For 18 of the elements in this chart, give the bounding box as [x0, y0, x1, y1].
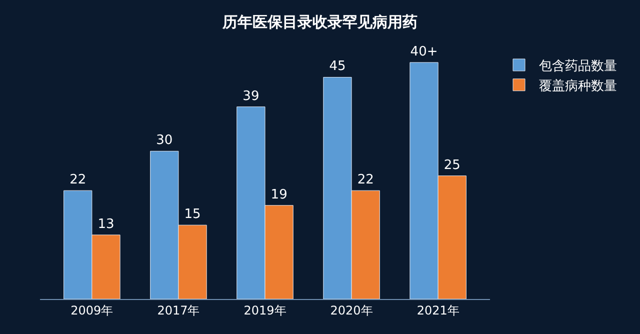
- data-label: 40+: [410, 44, 438, 60]
- data-label: 22: [357, 172, 374, 188]
- data-label: 30: [156, 133, 173, 148]
- chart-title: 历年医保目录收录罕见病用药: [222, 13, 418, 32]
- x-tick-label: 2020年: [330, 303, 373, 318]
- data-label: 13: [98, 216, 114, 232]
- data-label: 15: [184, 207, 201, 222]
- data-label: 22: [70, 172, 86, 188]
- x-tick-label: 2017年: [157, 303, 200, 318]
- x-tick-label: 2009年: [70, 303, 114, 318]
- x-tick-label: 2021年: [416, 303, 460, 318]
- data-label: 25: [444, 158, 460, 173]
- data-label: 19: [270, 187, 288, 202]
- x-tick-label: 2019年: [244, 303, 286, 318]
- legend-label: 包含药品数量: [539, 59, 617, 74]
- data-label: 39: [242, 88, 260, 104]
- legend-label: 覆盖病种数量: [539, 78, 617, 94]
- data-label: 45: [329, 59, 346, 74]
